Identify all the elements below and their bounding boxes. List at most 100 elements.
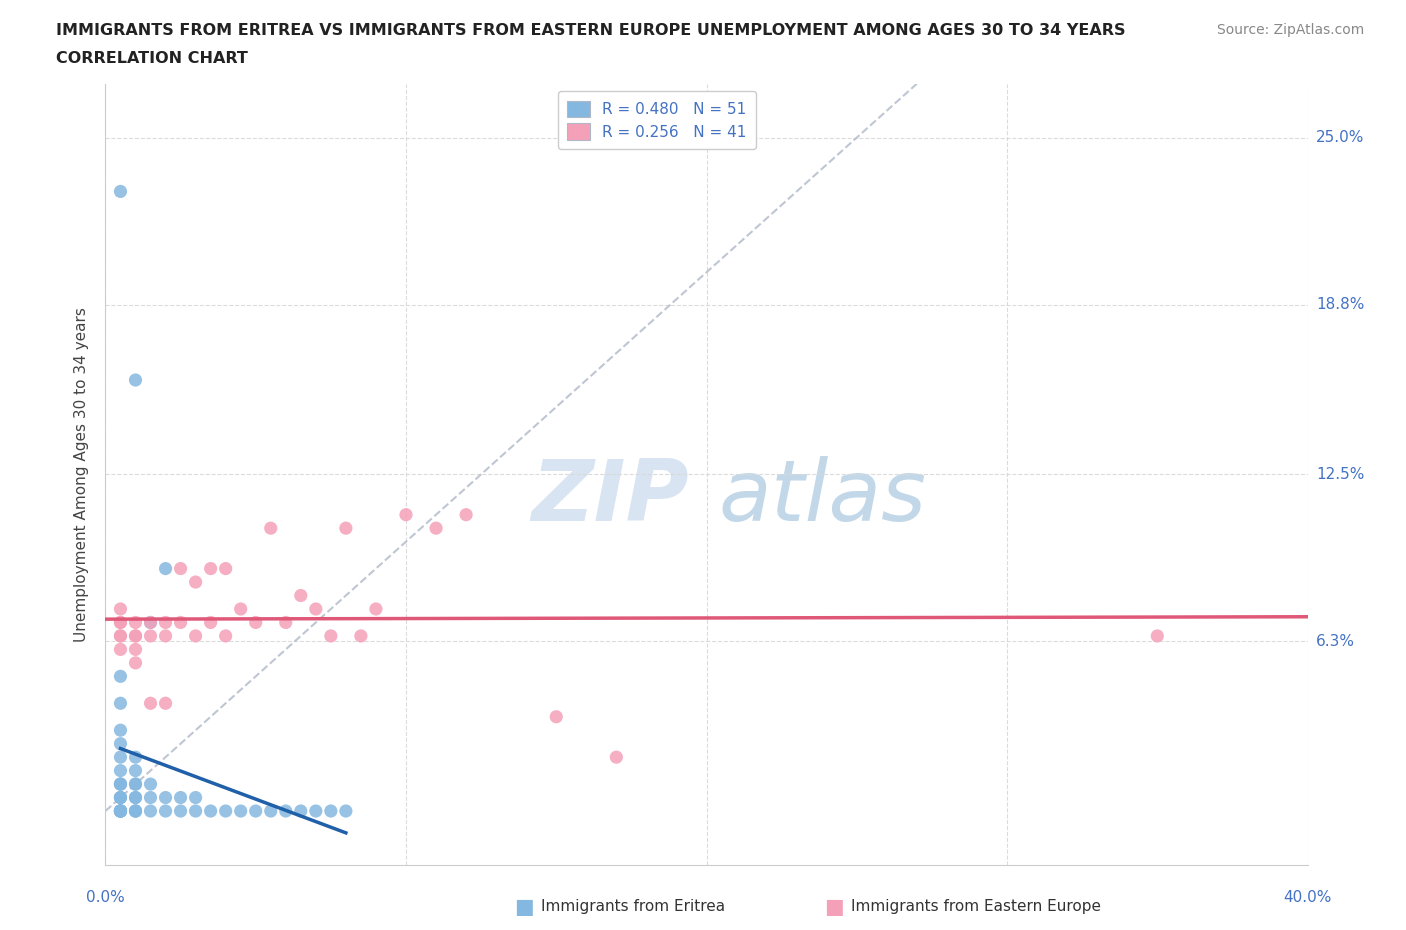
Point bbox=[139, 696, 162, 711]
Point bbox=[110, 629, 132, 644]
Point bbox=[305, 804, 328, 818]
Point bbox=[245, 615, 267, 630]
Point bbox=[110, 777, 132, 791]
Point bbox=[184, 629, 207, 644]
Text: Source: ZipAtlas.com: Source: ZipAtlas.com bbox=[1216, 23, 1364, 37]
Point bbox=[290, 804, 312, 818]
Point bbox=[139, 615, 162, 630]
Text: ZIP: ZIP bbox=[531, 457, 689, 539]
Point bbox=[110, 764, 132, 778]
Point bbox=[110, 804, 132, 818]
Point bbox=[184, 790, 207, 805]
Point bbox=[124, 629, 146, 644]
Point bbox=[124, 804, 146, 818]
Point bbox=[139, 777, 162, 791]
Text: 0.0%: 0.0% bbox=[86, 890, 125, 905]
Point bbox=[274, 615, 297, 630]
Point bbox=[169, 561, 191, 576]
Text: 18.8%: 18.8% bbox=[1316, 297, 1364, 312]
Point bbox=[110, 790, 132, 805]
Text: ■: ■ bbox=[824, 897, 844, 917]
Point bbox=[139, 629, 162, 644]
Point bbox=[110, 696, 132, 711]
Point bbox=[110, 602, 132, 617]
Point bbox=[110, 615, 132, 630]
Point bbox=[110, 804, 132, 818]
Point bbox=[139, 804, 162, 818]
Point bbox=[155, 790, 177, 805]
Point bbox=[319, 804, 342, 818]
Point bbox=[110, 777, 132, 791]
Point bbox=[319, 629, 342, 644]
Point bbox=[274, 804, 297, 818]
Point bbox=[169, 615, 191, 630]
Point bbox=[110, 750, 132, 764]
Point bbox=[124, 790, 146, 805]
Point bbox=[169, 804, 191, 818]
Point bbox=[139, 790, 162, 805]
Text: IMMIGRANTS FROM ERITREA VS IMMIGRANTS FROM EASTERN EUROPE UNEMPLOYMENT AMONG AGE: IMMIGRANTS FROM ERITREA VS IMMIGRANTS FR… bbox=[56, 23, 1126, 38]
Point bbox=[456, 507, 478, 522]
Point bbox=[260, 521, 283, 536]
Point bbox=[110, 804, 132, 818]
Y-axis label: Unemployment Among Ages 30 to 34 years: Unemployment Among Ages 30 to 34 years bbox=[75, 307, 90, 642]
Point bbox=[229, 804, 252, 818]
Point bbox=[214, 561, 236, 576]
Point bbox=[110, 804, 132, 818]
Point bbox=[395, 507, 418, 522]
Text: atlas: atlas bbox=[718, 457, 927, 539]
Text: 25.0%: 25.0% bbox=[1316, 130, 1364, 145]
Point bbox=[124, 642, 146, 657]
Point bbox=[124, 615, 146, 630]
Point bbox=[110, 777, 132, 791]
Text: 40.0%: 40.0% bbox=[1284, 890, 1331, 905]
Text: 12.5%: 12.5% bbox=[1316, 467, 1364, 482]
Point bbox=[200, 615, 222, 630]
Text: Immigrants from Eritrea: Immigrants from Eritrea bbox=[541, 899, 725, 914]
Point bbox=[214, 804, 236, 818]
Point bbox=[184, 575, 207, 590]
Text: 6.3%: 6.3% bbox=[1316, 634, 1355, 649]
Point bbox=[155, 804, 177, 818]
Point bbox=[155, 615, 177, 630]
Point bbox=[110, 629, 132, 644]
Point bbox=[335, 804, 357, 818]
Point bbox=[110, 669, 132, 684]
Point bbox=[425, 521, 447, 536]
Point bbox=[229, 602, 252, 617]
Point bbox=[110, 184, 132, 199]
Point bbox=[260, 804, 283, 818]
Point bbox=[335, 521, 357, 536]
Legend: R = 0.480   N = 51, R = 0.256   N = 41: R = 0.480 N = 51, R = 0.256 N = 41 bbox=[558, 91, 755, 149]
Point bbox=[124, 790, 146, 805]
Point bbox=[200, 561, 222, 576]
Point bbox=[124, 804, 146, 818]
Point bbox=[110, 804, 132, 818]
Point bbox=[110, 737, 132, 751]
Point bbox=[1146, 629, 1168, 644]
Point bbox=[364, 602, 387, 617]
Point bbox=[110, 790, 132, 805]
Text: CORRELATION CHART: CORRELATION CHART bbox=[56, 51, 247, 66]
Point bbox=[110, 615, 132, 630]
Point bbox=[214, 629, 236, 644]
Point bbox=[124, 373, 146, 388]
Point bbox=[605, 750, 627, 764]
Point bbox=[155, 696, 177, 711]
Point bbox=[124, 629, 146, 644]
Point bbox=[155, 561, 177, 576]
Point bbox=[546, 710, 568, 724]
Point bbox=[110, 804, 132, 818]
Point bbox=[124, 750, 146, 764]
Point bbox=[169, 790, 191, 805]
Point bbox=[155, 629, 177, 644]
Point bbox=[245, 804, 267, 818]
Point bbox=[124, 804, 146, 818]
Point bbox=[124, 764, 146, 778]
Point bbox=[124, 777, 146, 791]
Point bbox=[124, 777, 146, 791]
Point bbox=[139, 615, 162, 630]
Point bbox=[350, 629, 373, 644]
Text: Immigrants from Eastern Europe: Immigrants from Eastern Europe bbox=[851, 899, 1101, 914]
Point bbox=[110, 723, 132, 737]
